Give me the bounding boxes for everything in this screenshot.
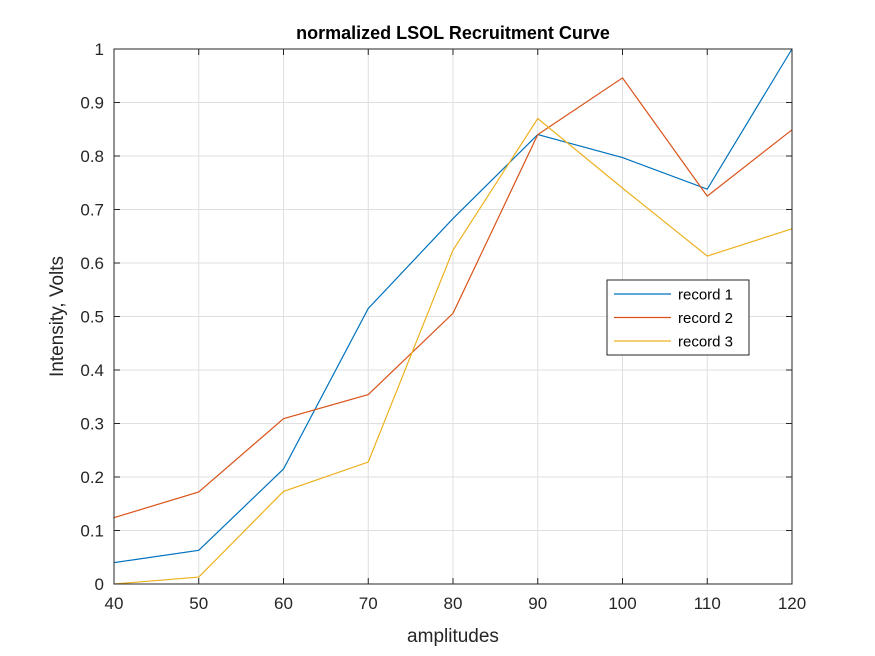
- series-layer: [113, 48, 793, 585]
- legend-label-2: record 2: [678, 310, 733, 327]
- legend: record 1 record 2 record 3: [606, 279, 750, 356]
- y-tick-label: 0.3: [80, 415, 104, 434]
- y-tick-label: 0.9: [80, 94, 104, 113]
- y-tick-label: 0.8: [80, 147, 104, 166]
- legend-label-1: record 1: [678, 287, 733, 304]
- y-tick-label: 0.1: [80, 522, 104, 541]
- y-tick-label: 0.2: [80, 468, 104, 487]
- y-tick-label: 0.7: [80, 201, 104, 220]
- series-line-2: [113, 77, 793, 519]
- y-tick-label: 1: [95, 40, 104, 59]
- y-tick-label: 0.5: [80, 308, 104, 327]
- series-line-3: [113, 117, 793, 585]
- axis-ticks: 40 50 60 70 80 90 100 110 120 0 0.1 0.2 0.3 0.4 0.5 0.6…: [80, 40, 806, 613]
- x-tick-label: 70: [359, 594, 378, 613]
- x-axis-label: amplitudes: [407, 626, 499, 647]
- x-tick-label: 80: [444, 594, 463, 613]
- x-tick-label: 120: [778, 594, 806, 613]
- x-tick-label: 50: [189, 594, 208, 613]
- chart-title: normalized LSOL Recruitment Curve: [296, 23, 610, 43]
- x-tick-label: 110: [694, 594, 721, 613]
- series-line-1: [113, 48, 793, 564]
- y-tick-label: 0.4: [80, 361, 104, 380]
- y-tick-label: 0: [95, 575, 104, 594]
- legend-label-3: record 3: [678, 334, 733, 351]
- y-axis-label: Intensity, Volts: [47, 256, 68, 377]
- x-tick-label: 100: [608, 594, 636, 613]
- x-tick-label: 40: [105, 594, 124, 613]
- y-tick-label: 0.6: [80, 254, 104, 273]
- x-tick-label: 60: [274, 594, 293, 613]
- x-tick-label: 90: [528, 594, 547, 613]
